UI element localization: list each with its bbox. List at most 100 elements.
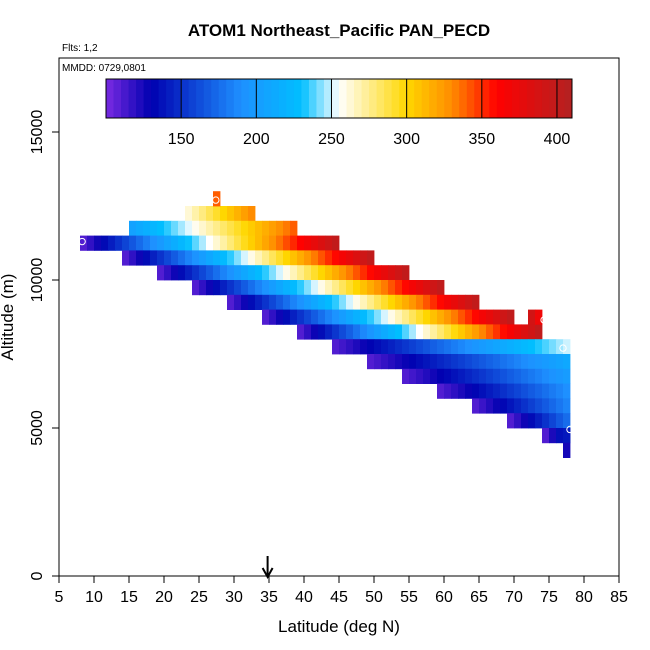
heatmap-cell xyxy=(465,294,473,310)
flights-note: Flts: 1,2 xyxy=(62,43,98,54)
colorbar-segment xyxy=(308,79,317,118)
heatmap-cell xyxy=(346,280,354,296)
heatmap-cell xyxy=(416,280,424,296)
heatmap-cell xyxy=(164,265,172,281)
heatmap-cell xyxy=(339,250,347,266)
colorbar-segment xyxy=(226,79,235,118)
heatmap-cell xyxy=(507,339,515,355)
heatmap-cell xyxy=(346,294,354,310)
heatmap-cell xyxy=(290,235,298,251)
heatmap-cell xyxy=(451,339,459,355)
heatmap-cell xyxy=(171,220,179,236)
arrow-head xyxy=(261,567,274,580)
heatmap-cell xyxy=(346,339,354,355)
heatmap-cell xyxy=(549,413,557,429)
heatmap-cell xyxy=(395,280,403,296)
heatmap-cell xyxy=(500,354,508,370)
heatmap-cell xyxy=(563,354,571,370)
heatmap-cell xyxy=(535,354,543,370)
heatmap-cell xyxy=(388,309,396,325)
heatmap-cell xyxy=(339,324,347,340)
heatmap-cell xyxy=(353,250,361,266)
heatmap-cell xyxy=(185,220,193,236)
heatmap-cell xyxy=(262,294,270,310)
heatmap-cell xyxy=(402,280,410,296)
heatmap-cell xyxy=(325,250,333,266)
heatmap-cell xyxy=(486,339,494,355)
heatmap-cell xyxy=(416,368,424,384)
heatmap-cell xyxy=(325,309,333,325)
heatmap-cell xyxy=(542,428,550,444)
heatmap-cell xyxy=(388,354,396,370)
heatmap-cell xyxy=(150,220,158,236)
heatmap-cell xyxy=(423,339,431,355)
heatmap-cell xyxy=(486,398,494,414)
colorbar-segment xyxy=(556,79,565,118)
heatmap-cell xyxy=(213,235,221,251)
heatmap-cell xyxy=(430,294,438,310)
heatmap-cell xyxy=(129,235,137,251)
heatmap-cell xyxy=(248,250,256,266)
colorbar-segment xyxy=(218,79,227,118)
heatmap-cell xyxy=(311,265,319,281)
heatmap-cell xyxy=(290,309,298,325)
heatmap-cell xyxy=(549,339,557,355)
heatmap-cell xyxy=(276,220,284,236)
heatmap-cell xyxy=(269,235,277,251)
heatmap-cell xyxy=(318,324,326,340)
heatmap-cell xyxy=(290,220,298,236)
heatmap-cell xyxy=(472,309,480,325)
heatmap-cell xyxy=(521,398,529,414)
heatmap-cell xyxy=(136,220,144,236)
heatmap-cell xyxy=(101,235,109,251)
heatmap-cell xyxy=(346,250,354,266)
x-tick-label: 20 xyxy=(155,589,173,606)
heatmap-cell xyxy=(465,324,473,340)
heatmap-cell xyxy=(472,294,480,310)
heatmap-cell xyxy=(479,339,487,355)
heatmap-cell xyxy=(479,309,487,325)
heatmap-cell xyxy=(535,324,543,340)
x-tick-label: 85 xyxy=(610,589,628,606)
heatmap-cell xyxy=(269,294,277,310)
heatmap-cell xyxy=(297,235,305,251)
heatmap-cell xyxy=(388,294,396,310)
heatmap-cell xyxy=(381,294,389,310)
heatmap-cell xyxy=(255,250,263,266)
heatmap-cell xyxy=(206,280,214,296)
heatmap-cell xyxy=(458,324,466,340)
heatmap-cell xyxy=(458,354,466,370)
heatmap-cell xyxy=(213,265,221,281)
heatmap-cell xyxy=(367,324,375,340)
heatmap-cell xyxy=(248,235,256,251)
colorbar-segment xyxy=(489,79,498,118)
heatmap-cell xyxy=(472,354,480,370)
heatmap-cell xyxy=(283,309,291,325)
heatmap-cell xyxy=(479,383,487,399)
heatmap-cell xyxy=(423,294,431,310)
heatmap-cell xyxy=(542,339,550,355)
heatmap-cell xyxy=(409,368,417,384)
heatmap-cell xyxy=(507,398,515,414)
heatmap-cell xyxy=(332,250,340,266)
heatmap-cell xyxy=(234,220,242,236)
heatmap-cell xyxy=(437,383,445,399)
x-tick-label: 40 xyxy=(295,589,313,606)
colorbar-segment xyxy=(106,79,115,118)
colorbar-segment xyxy=(406,79,415,118)
heatmap-cell xyxy=(563,398,571,414)
marker-circle xyxy=(540,316,548,324)
colorbar-segment xyxy=(451,79,460,118)
heatmap-cell xyxy=(206,206,214,222)
x-tick-label: 55 xyxy=(400,589,418,606)
heatmap-cell xyxy=(290,280,298,296)
heatmap-cell xyxy=(234,265,242,281)
heatmap-cell xyxy=(423,324,431,340)
heatmap-cell xyxy=(339,265,347,281)
heatmap-cell xyxy=(360,339,368,355)
colorbar: 150 200 250 300 350 400 xyxy=(105,78,573,148)
heatmap-cell xyxy=(563,383,571,399)
heatmap-cell xyxy=(304,294,312,310)
colorbar-segment xyxy=(496,79,505,118)
heatmap-cell xyxy=(458,309,466,325)
